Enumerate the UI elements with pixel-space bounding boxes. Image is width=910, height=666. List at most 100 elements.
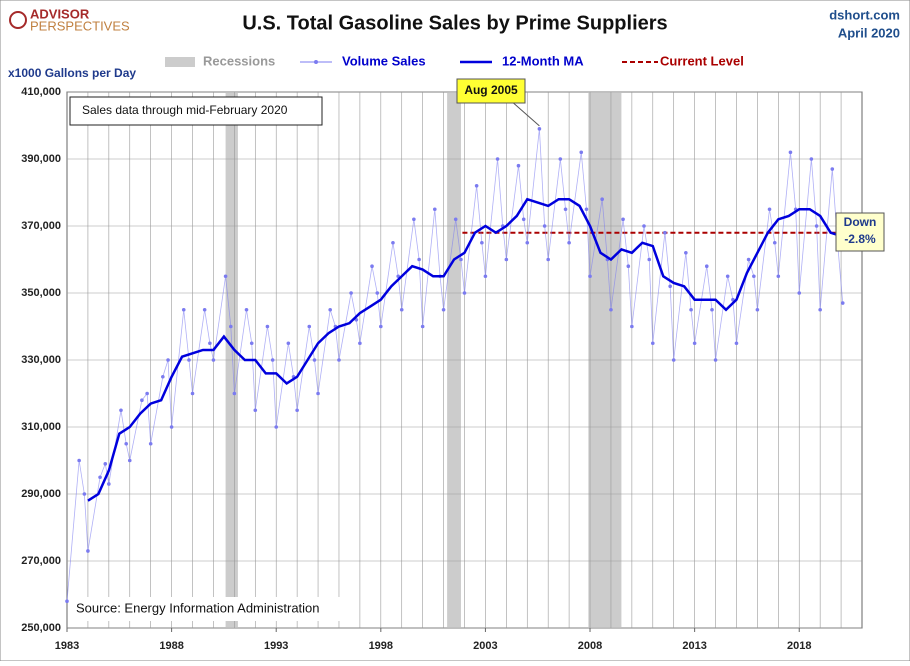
data-point <box>399 307 404 312</box>
data-point <box>725 274 730 279</box>
data-point <box>542 224 547 228</box>
x-tick-label: 2003 <box>473 640 497 652</box>
source-box <box>70 597 342 621</box>
data-point <box>432 207 437 212</box>
y-tick-label: 370,000 <box>21 220 61 232</box>
data-point <box>650 341 655 346</box>
data-point <box>223 274 228 279</box>
data-point <box>579 150 584 155</box>
logo: PERSPECTIVES <box>30 18 130 33</box>
y-tick-label: 310,000 <box>21 421 61 433</box>
x-tick-label: 2018 <box>787 640 811 652</box>
data-point <box>558 157 563 161</box>
data-point <box>704 264 709 269</box>
data-point <box>772 240 777 245</box>
data-point <box>190 391 195 396</box>
data-point <box>521 217 526 222</box>
data-point <box>412 217 416 222</box>
data-point <box>187 358 191 362</box>
callout-box <box>835 212 885 252</box>
data-point <box>734 341 739 346</box>
data-point <box>86 549 90 553</box>
data-point <box>77 458 81 463</box>
x-tick-label: 1998 <box>369 640 393 652</box>
x-tick-label: 1988 <box>159 640 183 652</box>
data-point <box>312 358 317 362</box>
data-point <box>148 441 153 446</box>
data-point <box>208 341 212 346</box>
data-point <box>668 284 672 289</box>
source: Source: Energy Information Administratio… <box>76 600 320 615</box>
y-tick-label: 270,000 <box>21 555 61 567</box>
callout-label: -2.8% <box>844 232 876 246</box>
y-tick-label: 350,000 <box>21 287 61 299</box>
data-point <box>270 358 275 362</box>
x-tick-label: 1983 <box>55 640 79 652</box>
data-point <box>788 150 793 155</box>
legend-label: Volume Sales <box>342 53 426 68</box>
chart-title: U.S. Total Gasoline Sales by Prime Suppl… <box>242 12 667 34</box>
data-point <box>537 127 542 131</box>
data-point <box>253 408 258 413</box>
data-point <box>671 358 676 362</box>
data-point <box>328 307 332 312</box>
data-point <box>663 230 667 235</box>
data-point <box>642 224 646 228</box>
data-point <box>161 374 165 379</box>
data-point <box>474 184 479 188</box>
legend-swatch <box>314 60 318 64</box>
data-point <box>379 324 383 329</box>
x-tick-label: 2013 <box>682 640 706 652</box>
callout-leader <box>509 99 540 127</box>
data-point <box>358 341 362 346</box>
data-point <box>274 425 279 429</box>
data-point <box>307 324 312 329</box>
data-point <box>441 307 446 312</box>
legend-label: Current Level <box>660 53 744 68</box>
data-point <box>776 274 781 279</box>
data-point <box>483 274 488 279</box>
data-point <box>232 391 237 396</box>
callout-label: Down <box>844 215 877 229</box>
y-tick-label: 290,000 <box>21 488 61 500</box>
data-point <box>752 274 756 279</box>
data-point <box>166 358 170 362</box>
data-point <box>516 163 521 168</box>
data-point <box>244 307 249 312</box>
date: April 2020 <box>838 25 900 40</box>
y-tick-label: 390,000 <box>21 153 61 165</box>
data-point <box>370 264 374 269</box>
legend-label: 12-Month MA <box>502 53 584 68</box>
callout-label: Aug 2005 <box>464 83 518 97</box>
data-point <box>630 324 634 329</box>
data-point <box>98 475 102 480</box>
data-point <box>286 341 291 346</box>
data-point <box>525 240 530 245</box>
data-point <box>746 257 751 262</box>
data-point <box>249 341 254 346</box>
data-point <box>462 291 467 295</box>
logo-icon <box>9 11 27 29</box>
y-tick-label: 250,000 <box>21 622 61 634</box>
data-point <box>563 207 568 212</box>
data-point <box>830 167 835 171</box>
data-point <box>417 257 421 262</box>
data-point <box>453 217 458 222</box>
legend-swatch <box>165 57 195 67</box>
y-axis-label: x1000 Gallons per Day <box>8 66 136 80</box>
data-point <box>609 307 613 312</box>
data-point <box>316 391 320 396</box>
data-point <box>840 301 845 305</box>
data-point <box>229 324 233 329</box>
data-point <box>103 462 108 466</box>
data-point <box>567 240 571 245</box>
data-point <box>420 324 425 329</box>
data-point <box>797 291 802 295</box>
data-point <box>349 291 353 295</box>
y-tick-label: 410,000 <box>21 86 61 98</box>
data-point <box>124 441 129 446</box>
note: Sales data through mid-February 2020 <box>82 103 288 117</box>
data-point <box>684 251 688 255</box>
data-point <box>265 324 270 329</box>
